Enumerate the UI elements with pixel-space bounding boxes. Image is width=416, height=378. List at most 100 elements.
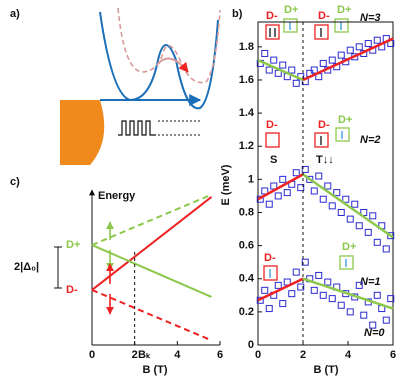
point bbox=[283, 189, 291, 197]
point bbox=[279, 300, 287, 308]
point bbox=[387, 232, 395, 240]
arrow bbox=[157, 57, 189, 73]
point bbox=[279, 175, 287, 183]
potential bbox=[99, 11, 219, 110]
point bbox=[265, 305, 273, 313]
point bbox=[337, 301, 345, 309]
annotation: N=1 bbox=[360, 276, 381, 288]
annotation: N=2 bbox=[360, 134, 381, 146]
x-tick-label: 6 bbox=[390, 349, 396, 361]
x-tick-label: 6 bbox=[217, 349, 223, 361]
point bbox=[288, 290, 296, 298]
point bbox=[265, 66, 273, 74]
point bbox=[324, 278, 332, 286]
point bbox=[355, 43, 363, 51]
y-tick-label: 1.6 bbox=[239, 74, 254, 86]
point bbox=[360, 311, 368, 319]
y-tick-label: 0.2 bbox=[239, 306, 254, 318]
point bbox=[306, 175, 314, 183]
spin-arrows bbox=[269, 22, 347, 278]
point bbox=[369, 321, 377, 329]
point bbox=[337, 208, 345, 216]
annotation: D+ bbox=[338, 114, 352, 126]
point bbox=[373, 238, 381, 246]
x-tick-label: 0 bbox=[89, 349, 95, 361]
point bbox=[274, 281, 282, 289]
y-tick-label: 1 bbox=[248, 173, 254, 185]
annotation: D- bbox=[66, 284, 78, 296]
panel-label: c) bbox=[10, 176, 20, 188]
annotation: D+ bbox=[66, 239, 80, 251]
annotation: D- bbox=[318, 119, 330, 131]
point bbox=[328, 202, 336, 210]
annotation: Bₖ bbox=[138, 349, 151, 361]
fit-line bbox=[257, 277, 304, 302]
pulse bbox=[118, 120, 156, 136]
point bbox=[369, 212, 377, 220]
fit-line bbox=[302, 37, 394, 82]
point bbox=[292, 268, 300, 276]
annotation: T↓↓ bbox=[316, 154, 334, 166]
annotation: D- bbox=[264, 252, 276, 264]
point bbox=[346, 46, 354, 54]
fit-line bbox=[257, 173, 304, 201]
point bbox=[364, 40, 372, 48]
y-axis-label: Energy bbox=[98, 190, 136, 202]
point bbox=[364, 228, 372, 236]
point bbox=[351, 200, 359, 208]
point bbox=[346, 215, 354, 223]
x-tick-label: 2 bbox=[132, 349, 138, 361]
annotation: D- bbox=[318, 10, 330, 22]
annotation: D+ bbox=[337, 4, 351, 16]
y-tick-label: 0 bbox=[248, 339, 254, 351]
annotation: S bbox=[270, 154, 277, 166]
point bbox=[301, 258, 309, 266]
point bbox=[310, 286, 318, 294]
panel-c: c) Energy B (T) D+ D- 2|Δ₀| Bₖ 0 2 4 6 bbox=[10, 176, 223, 376]
shifted-potential bbox=[117, 7, 221, 84]
point bbox=[279, 61, 287, 69]
point bbox=[382, 316, 390, 324]
plot-frame bbox=[257, 21, 394, 346]
point bbox=[373, 36, 381, 44]
y-tick-label: 1.4 bbox=[239, 107, 255, 119]
point bbox=[355, 222, 363, 230]
fit-line bbox=[257, 58, 304, 82]
x-tick-label: 0 bbox=[255, 349, 261, 361]
level-line bbox=[91, 193, 212, 246]
x-tick-label: 4 bbox=[345, 349, 352, 361]
y-tick-label: 0.8 bbox=[239, 206, 254, 218]
lead bbox=[60, 100, 105, 165]
panel-b: b) B (T) E (meV) D- D+ D- D+ N=3 D- D- D… bbox=[220, 4, 396, 376]
panel-a: a) bbox=[10, 7, 221, 165]
annotation: D- bbox=[266, 10, 278, 22]
x-axis-label: B (T) bbox=[142, 364, 167, 376]
point bbox=[301, 165, 309, 173]
point bbox=[387, 295, 395, 303]
annotation: 2|Δ₀| bbox=[14, 261, 39, 273]
point bbox=[328, 295, 336, 303]
annotation: N=3 bbox=[360, 12, 381, 24]
point bbox=[292, 79, 300, 87]
point bbox=[297, 283, 305, 291]
point bbox=[256, 296, 264, 304]
point bbox=[373, 291, 381, 299]
point bbox=[355, 281, 363, 289]
y-tick-label: 1.8 bbox=[239, 41, 254, 53]
y-tick-label: 0.6 bbox=[239, 240, 254, 252]
point bbox=[274, 192, 282, 200]
point bbox=[297, 184, 305, 192]
point bbox=[337, 51, 345, 59]
point bbox=[342, 195, 350, 203]
point bbox=[310, 66, 318, 74]
point bbox=[261, 286, 269, 294]
panel-label: a) bbox=[10, 8, 20, 20]
annotation: D+ bbox=[284, 4, 298, 16]
point bbox=[382, 245, 390, 253]
point bbox=[319, 59, 327, 67]
fit-line bbox=[302, 173, 394, 239]
annotation: D+ bbox=[342, 241, 356, 253]
x-axis-label: B (T) bbox=[313, 364, 338, 376]
point bbox=[315, 271, 323, 279]
